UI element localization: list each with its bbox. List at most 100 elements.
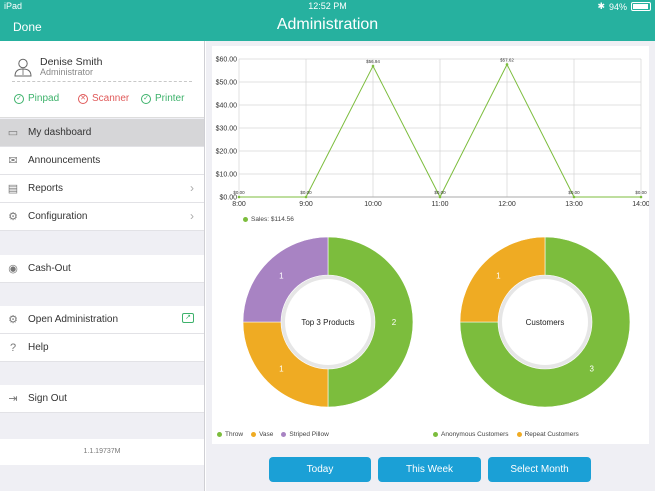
- donut-slice: [459, 236, 631, 408]
- data-label: $0.00: [434, 190, 446, 195]
- sales-line-chart: $0.00 $10.00 $20.00 $30.00 $40.00 $50.00 $60.0…: [216, 57, 649, 209]
- main-menu: ▭ My dashboard ✉ Announcements ▤ Reports…: [0, 119, 204, 231]
- donut-hole: [285, 279, 371, 365]
- sidebar-item-label: Configuration: [28, 211, 88, 222]
- data-point: [505, 63, 509, 66]
- y-tick-label: $10.00: [216, 172, 238, 179]
- status-bar: iPad 12:52 PM ✱ 94%: [0, 0, 655, 13]
- piggy-bank-icon: ◉: [8, 263, 18, 275]
- y-tick-label: $60.00: [216, 57, 238, 64]
- legend-item-sales: Sales: $114.56: [243, 216, 294, 223]
- dashboard-card: $0.00 $10.00 $20.00 $30.00 $40.00 $50.00 $60.0…: [212, 46, 649, 444]
- customers-donut-chart: 3 1 Customers: [459, 236, 631, 408]
- legend-item-vase: Vase: [251, 431, 273, 438]
- battery-icon: [631, 2, 651, 11]
- x-tick-label: 12:00: [498, 201, 516, 208]
- printer-status[interactable]: ✓ Printer: [141, 93, 184, 104]
- page-title: Administration: [276, 16, 379, 33]
- y-tick-label: $40.00: [216, 103, 238, 110]
- sidebar-item-cashout[interactable]: ◉ Cash-Out: [0, 255, 204, 283]
- donut-slice: [459, 236, 546, 323]
- battery-percent: 94%: [608, 1, 627, 12]
- sidebar-item-dashboard[interactable]: ▭ My dashboard: [0, 119, 204, 147]
- sign-out-icon: ⇥: [8, 393, 18, 405]
- legend-item-throw: Throw: [217, 431, 243, 438]
- data-label: $57.62: [500, 57, 514, 62]
- cashout-menu: ◉ Cash-Out: [0, 255, 204, 283]
- data-point: [371, 64, 375, 68]
- donut-hole: [502, 279, 588, 365]
- sidebar-item-sign-out[interactable]: ⇥ Sign Out: [0, 385, 204, 413]
- sidebar-item-configuration[interactable]: ⚙ Configuration ›: [0, 203, 204, 231]
- today-button[interactable]: Today: [269, 457, 371, 482]
- this-week-button[interactable]: This Week: [378, 457, 481, 482]
- slice-value-label: 1: [279, 271, 284, 280]
- y-tick-label: $50.00: [216, 80, 238, 87]
- slice-value-label: 3: [589, 365, 594, 374]
- legend-label: Vase: [259, 431, 274, 438]
- x-tick-label: 9:00: [299, 201, 313, 208]
- slice-value-label: 2: [392, 318, 397, 327]
- x-tick-label: 8:00: [232, 201, 246, 208]
- pinpad-status[interactable]: ✓ Pinpad: [14, 93, 59, 104]
- bluetooth-icon: ✱: [597, 1, 605, 11]
- sidebar-item-label: Reports: [28, 183, 64, 194]
- sidebar-item-label: Open Administration: [28, 314, 119, 325]
- legend-dot: [243, 216, 248, 222]
- app-version: 1.1.19737M: [0, 439, 204, 465]
- external-link-icon: ↗: [182, 313, 194, 323]
- sidebar-item-help[interactable]: ? Help: [0, 334, 204, 362]
- data-label: $0.00: [568, 190, 580, 195]
- legend-item-striped-pillow: Striped Pillow: [281, 431, 329, 438]
- dashboard-area: $0.00 $10.00 $20.00 $30.00 $40.00 $50.00 $60.0…: [206, 41, 655, 491]
- legend-dot: [433, 431, 438, 437]
- status-time: 12:52 PM: [308, 1, 347, 11]
- check-icon: ✓: [14, 93, 24, 104]
- y-tick-label: $20.00: [216, 149, 238, 156]
- sidebar-item-announcements[interactable]: ✉ Announcements: [0, 147, 204, 175]
- sales-legend: Sales: $114.56: [243, 216, 294, 223]
- gear-icon: ⚙: [8, 314, 18, 326]
- gear-icon: ⚙: [8, 211, 18, 223]
- document-icon: ▤: [7, 183, 19, 195]
- products-donut-chart: 2 1 1 Top 3 Products: [242, 236, 414, 408]
- data-label: $0.00: [300, 190, 312, 195]
- megaphone-icon: ✉: [8, 155, 18, 167]
- sidebar-item-open-administration[interactable]: ⚙ Open Administration ↗: [0, 306, 204, 334]
- donut-slice: [242, 236, 329, 323]
- data-point: [639, 195, 643, 199]
- legend-item-repeat: Repeat Customers: [516, 431, 579, 438]
- chevron-right-icon: ›: [190, 181, 194, 195]
- scanner-status[interactable]: ✕ Scanner: [78, 93, 129, 104]
- donut-slice: [327, 236, 414, 408]
- sidebar-item-label: My dashboard: [28, 127, 92, 138]
- sidebar: Denise Smith Administrator ✓ Pinpad ✕ Sc…: [0, 41, 205, 491]
- printer-label: Printer: [155, 93, 185, 104]
- legend-label: Sales: $114.56: [251, 216, 294, 223]
- legend-label: Anonymous Customers: [441, 431, 509, 438]
- y-tick-label: $30.00: [216, 126, 238, 133]
- data-label: $0.00: [635, 190, 647, 195]
- pinpad-label: Pinpad: [28, 93, 60, 104]
- x-tick-label: 13:00: [565, 201, 583, 208]
- select-month-button[interactable]: Select Month: [488, 457, 591, 482]
- admin-menu: ⚙ Open Administration ↗ ? Help: [0, 306, 204, 362]
- sidebar-item-reports[interactable]: ▤ Reports ›: [0, 175, 204, 203]
- x-tick-label: 11:00: [432, 201, 449, 208]
- legend-label: Striped Pillow: [289, 431, 329, 438]
- data-point: [572, 195, 576, 199]
- done-button[interactable]: Done: [13, 20, 42, 34]
- legend-dot: [217, 431, 222, 437]
- sidebar-item-label: Sign Out: [28, 393, 67, 404]
- data-point: [438, 195, 442, 199]
- signout-menu: ⇥ Sign Out: [0, 385, 204, 413]
- header: iPad 12:52 PM ✱ 94% Administration Done: [0, 0, 655, 41]
- sidebar-item-label: Announcements: [28, 155, 101, 166]
- slice-value-label: 1: [496, 271, 501, 280]
- device-name: iPad: [4, 1, 23, 11]
- laptop-icon: ▭: [7, 127, 19, 139]
- legend-label: Throw: [225, 431, 244, 438]
- legend-item-anonymous: Anonymous Customers: [433, 431, 509, 438]
- avatar: [14, 58, 32, 77]
- help-icon: ?: [9, 342, 17, 354]
